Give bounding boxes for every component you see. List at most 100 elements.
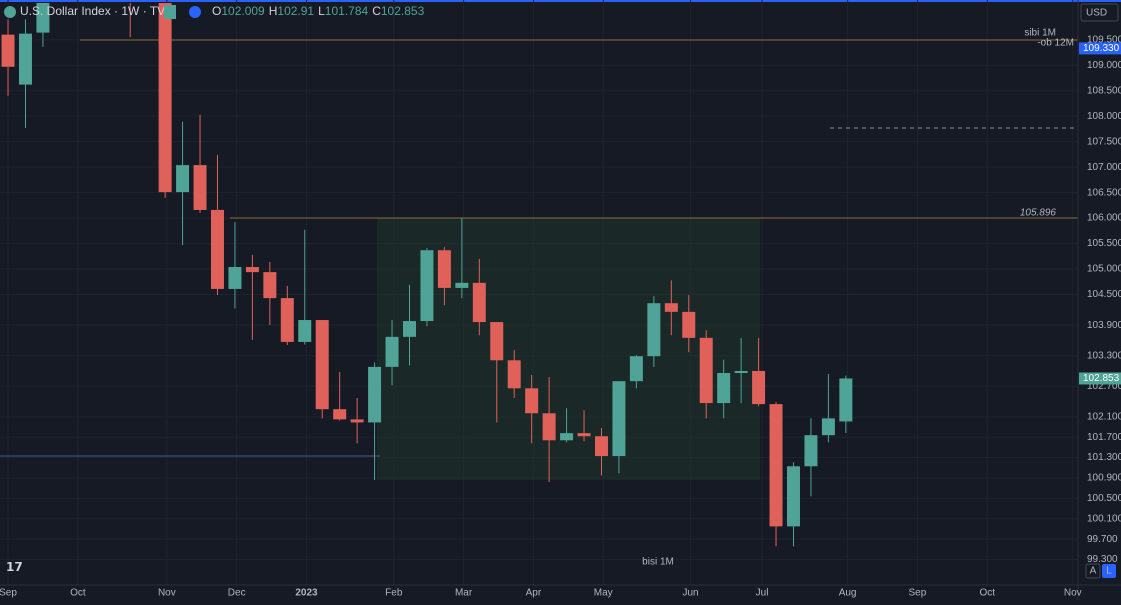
x-tick-label: Sep — [0, 588, 17, 599]
y-tick-label: 107.000 — [1087, 162, 1121, 173]
y-tick-label: 105.500 — [1087, 238, 1121, 249]
auto-button[interactable] — [1085, 563, 1101, 579]
button-label: A — [1090, 566, 1097, 577]
candle-body — [490, 322, 504, 361]
candle-body — [507, 360, 521, 389]
candle-body — [717, 373, 731, 404]
candle-body — [821, 418, 835, 436]
candle-body — [682, 311, 696, 338]
x-tick-label: 2023 — [295, 588, 318, 599]
candle-body — [577, 433, 591, 437]
candle-body — [315, 320, 329, 410]
y-tick-label: 105.000 — [1087, 264, 1121, 275]
x-tick-label: May — [594, 588, 613, 599]
annotation: sibi 1M — [1024, 28, 1056, 39]
y-tick-label: 100.100 — [1087, 513, 1121, 524]
candle-body — [176, 165, 190, 193]
candles — [1, 3, 853, 547]
x-tick-label: Jun — [682, 588, 698, 599]
candle-body — [402, 321, 416, 337]
x-tick-label: Oct — [70, 588, 86, 599]
candle-body — [699, 337, 713, 404]
y-tick-label: 103.900 — [1087, 320, 1121, 331]
annotation: bisi 1M — [642, 557, 674, 568]
y-tick-label: 104.500 — [1087, 289, 1121, 300]
x-tick-label: Apr — [526, 588, 542, 599]
price-badge-label: 102.853 — [1083, 373, 1120, 384]
candle-body — [420, 250, 434, 322]
candle-body — [472, 282, 486, 323]
annotation: -ob 12M — [1037, 38, 1074, 49]
y-tick-label: 100.500 — [1087, 493, 1121, 504]
candle-body — [193, 165, 207, 210]
log-button[interactable] — [1102, 564, 1116, 578]
y-tick-label: 99.300 — [1087, 554, 1118, 565]
candle-body — [385, 336, 399, 367]
x-tick-label: Aug — [839, 588, 857, 599]
candle-body — [36, 3, 50, 33]
x-tick-label: Nov — [1064, 588, 1082, 599]
candle-body — [333, 409, 347, 420]
x-tick-label: Oct — [979, 588, 995, 599]
price-badge-label: 109.330 — [1083, 43, 1120, 54]
button-label: L — [1106, 566, 1112, 577]
x-tick-label: Dec — [228, 588, 246, 599]
candle-body — [734, 370, 748, 374]
grid — [0, 0, 1078, 585]
candle-body — [594, 436, 608, 457]
candle-body — [228, 267, 242, 289]
x-tick-label: Sep — [909, 588, 927, 599]
replay-icon[interactable] — [189, 6, 201, 18]
candle-body — [839, 378, 853, 422]
logo: 𝟭𝟳 — [6, 560, 23, 574]
candle-body — [525, 388, 539, 414]
candle-body — [647, 303, 661, 357]
y-tick-label: 101.700 — [1087, 432, 1121, 443]
candle-body — [368, 366, 382, 423]
y-tick-label: 102.700 — [1087, 381, 1121, 392]
candle-body — [1, 34, 15, 67]
candle-body — [18, 33, 32, 85]
currency: USD — [1086, 8, 1107, 19]
candle-body — [664, 303, 678, 312]
y-tick-label: 107.500 — [1087, 136, 1121, 147]
y-tick-label: 109.000 — [1087, 60, 1121, 71]
candle-body — [560, 433, 574, 441]
price-badge — [1079, 42, 1121, 55]
candle-body — [542, 413, 556, 441]
y-tick-label: 101.300 — [1087, 452, 1121, 463]
x-tick-label: Feb — [385, 588, 403, 599]
candle-body — [769, 404, 783, 527]
annotation: 105.896 — [1020, 208, 1057, 219]
x-tick-label: Mar — [455, 588, 473, 599]
symbol-icon — [4, 6, 16, 18]
y-tick-label: 103.300 — [1087, 350, 1121, 361]
price-badge — [1079, 372, 1121, 385]
candle-body — [158, 3, 172, 193]
candle-body — [804, 435, 818, 467]
x-tick-label: Nov — [158, 588, 176, 599]
chart-title: U.S. Dollar Index · 1W · TVC — [20, 4, 174, 18]
candle-body — [245, 267, 259, 273]
y-tick-label: 106.500 — [1087, 187, 1121, 198]
y-tick-label: 109.500 — [1087, 34, 1121, 45]
y-tick-label: 108.500 — [1087, 85, 1121, 96]
y-tick-label: 108.000 — [1087, 111, 1121, 122]
currency-button[interactable] — [1080, 3, 1119, 22]
ohlc-legend: O102.009 H102.91 L101.784 C102.853 — [212, 4, 425, 18]
y-tick-label: 99.700 — [1087, 534, 1118, 545]
top-bar — [0, 0, 1121, 2]
candle-body — [786, 466, 800, 527]
x-tick-label: Jul — [756, 588, 769, 599]
candle-body — [752, 370, 766, 405]
candle-body — [298, 320, 312, 342]
candle-body — [210, 209, 224, 289]
candle-body — [455, 282, 469, 288]
candle-body — [350, 419, 364, 423]
candle-body — [280, 298, 294, 342]
candle-body — [263, 272, 277, 299]
candle-body — [437, 250, 451, 288]
